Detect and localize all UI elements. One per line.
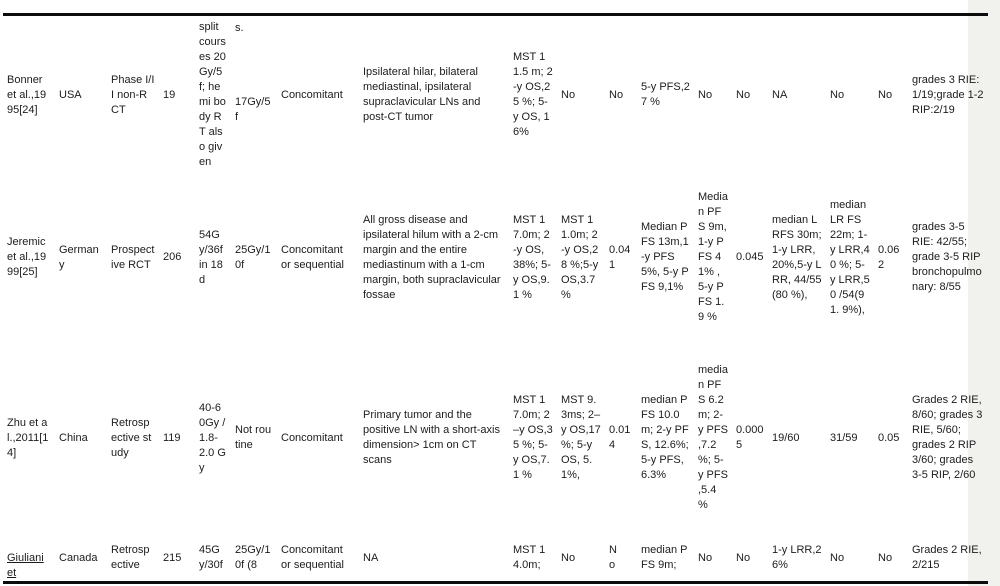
- cell-pfs-arm1: median PFS 10.0m; 2-y PFS, 12.6%; 5-y PF…: [641, 394, 689, 481]
- cell-rt-dose-2: Not routine: [235, 424, 272, 451]
- cell-chemo-timing: Concomitant or sequential: [281, 243, 344, 271]
- cell-lrfs-arm2: median LR FS 22m; 1-y LRR,40 %; 5-y LRR,…: [830, 198, 870, 316]
- cell-toxicity: grades 3 RIE: 1/19;grade 1-2 RIP:2/19: [912, 73, 984, 116]
- cell-rt-dose: 40-60Gy /1.8-2.0 Gy: [199, 401, 226, 474]
- cell-pfs-arm2: No: [698, 88, 713, 101]
- cell-p-value-lrfs: No: [878, 551, 893, 564]
- cell-rt-dose-2: 25Gy/10f (8: [235, 544, 271, 571]
- cell-pfs-arm2: No: [698, 551, 713, 564]
- cell-country: Germany: [59, 243, 99, 271]
- cell-lrfs-arm1: 1-y LRR,26%: [772, 544, 822, 571]
- cell-pfs-arm1: median PFS 9m;: [641, 544, 688, 571]
- cell-study-design: Phase I/II non-RCT: [111, 73, 155, 116]
- cell-p-value-os: 0.014: [609, 424, 631, 451]
- cell-p-value-pfs: 0.045: [736, 251, 764, 263]
- cell-p-value-os: N o: [609, 544, 617, 571]
- cell-sample-size: 206: [163, 251, 182, 263]
- cell-lrfs-arm2: No: [830, 551, 845, 564]
- cell-rt-dose: split courses 20Gy/5f; hemi body RT also…: [199, 21, 226, 169]
- cell-lrfs-arm2: No: [830, 88, 845, 101]
- cell-p-value-pfs: No: [736, 551, 751, 564]
- cell-os-arm1: MST 14.0m;: [513, 544, 546, 571]
- continuation-fragment: s.: [235, 22, 244, 34]
- cell-pfs-arm2: Median PFS 9m, 1-y PFS 41% , 5-y PFS 1.9…: [698, 191, 728, 323]
- cell-target-volume: NA: [363, 551, 379, 564]
- cell-target-volume: All gross disease and ipsilateral hilum …: [363, 213, 501, 301]
- cell-os-arm1: MST 17.0m; 2–y OS,35 %; 5-y OS,7.1 %: [513, 394, 553, 481]
- cell-p-value-pfs: No: [736, 88, 751, 101]
- cell-lrfs-arm1: median LRFS 30m; 1-y LRR, 20%,5-y LRR, 4…: [772, 213, 822, 301]
- cell-os-arm2: No: [561, 88, 576, 101]
- cell-pfs-arm1: 5-y PFS,27 %: [641, 81, 690, 109]
- cell-chemo-timing: Concomitant: [281, 431, 343, 444]
- cell-p-value-os: 0.041: [609, 243, 631, 271]
- cell-p-value-os: No: [609, 88, 624, 101]
- cell-study: Jeremic et al.,1999[25]: [7, 236, 47, 278]
- cell-os-arm2: MST 9.3ms; 2–y OS,17 %; 5-y OS, 5.1%,: [561, 394, 601, 481]
- table-row: Giuliani et Canada Retrospective 215 45G…: [3, 536, 988, 583]
- cell-lrfs-arm1: 19/60: [772, 431, 800, 444]
- cell-rt-dose: 54Gy/36f in 18d: [199, 228, 223, 286]
- study-citation-link[interactable]: Giuliani et: [7, 551, 44, 579]
- cell-lrfs-arm1: NA: [772, 88, 788, 101]
- cell-country: Canada: [59, 551, 98, 564]
- cell-rt-dose: 45Gy/30f: [199, 544, 223, 571]
- cell-p-value-pfs: 0.0005: [736, 424, 764, 451]
- rt-dose-2-text: 17Gy/5f: [235, 96, 271, 124]
- cell-study: Giuliani et: [3, 536, 55, 583]
- cell-chemo-timing: Concomitant or sequential: [281, 544, 344, 571]
- cell-study: Bonner et al.,1995[24]: [7, 73, 47, 116]
- cell-os-arm2: No: [561, 551, 576, 564]
- cell-toxicity: Grades 2 RIE, 8/60; grades 3 RIE, 5/60; …: [912, 394, 983, 481]
- cell-study: Zhu et al.,2011[14]: [7, 416, 49, 459]
- cell-os-arm1: MST 11.5 m; 2-y OS,25 %; 5-y OS, 16%: [513, 51, 553, 139]
- table-row: Bonner et al.,1995[24] USA Phase I/II no…: [3, 15, 988, 175]
- cell-study-design: Retrospective study: [111, 416, 152, 459]
- table-row: Jeremic et al.,1999[25] Germany Prospect…: [3, 175, 988, 341]
- cell-rt-dose-2: 25Gy/10f: [235, 243, 271, 271]
- cell-sample-size: 215: [163, 551, 182, 564]
- cell-p-value-lrfs: 0.062: [878, 243, 900, 271]
- study-comparison-table: Bonner et al.,1995[24] USA Phase I/II no…: [3, 13, 988, 584]
- table-row: Zhu et al.,2011[14] China Retrospective …: [3, 341, 988, 536]
- cell-study-design: Retrospective: [111, 544, 150, 571]
- cell-study-design: Prospective RCT: [111, 243, 155, 271]
- cell-os-arm1: MST 17.0m; 2-y OS, 38%; 5-y OS,9.1 %: [513, 213, 551, 301]
- cell-target-volume: Ipsilateral hilar, bilateral mediastinal…: [363, 66, 481, 124]
- cell-toxicity: grades 3-5 RIE: 42/55; grade 3-5 RIP bro…: [912, 221, 982, 293]
- cell-pfs-arm1: Median PFS 13m,1-y PFS 5%, 5-y PFS 9,1%: [641, 221, 689, 293]
- page-edge-strip: [968, 0, 1000, 586]
- cell-chemo-timing: Concomitant: [281, 88, 343, 101]
- cell-toxicity: Grades 2 RIE, 2/215: [912, 544, 982, 571]
- cell-pfs-arm2: median PFS 6.2 m; 2-y PFS ,7.2 %; 5-y PF…: [698, 364, 728, 511]
- cell-country: China: [59, 431, 88, 444]
- cell-rt-dose-2: s. 17Gy/5f: [231, 15, 277, 175]
- cell-p-value-lrfs: 0.05: [878, 431, 900, 444]
- cell-os-arm2: MST 11.0m; 2-y OS,28 %;5-y OS,3.7 %: [561, 213, 599, 301]
- cell-country: USA: [59, 88, 82, 101]
- cell-target-volume: Primary tumor and the positive LN with a…: [363, 409, 500, 466]
- cell-sample-size: 19: [163, 88, 176, 101]
- cell-lrfs-arm2: 31/59: [830, 431, 858, 444]
- cell-p-value-lrfs: No: [878, 88, 893, 101]
- cell-sample-size: 119: [163, 431, 181, 444]
